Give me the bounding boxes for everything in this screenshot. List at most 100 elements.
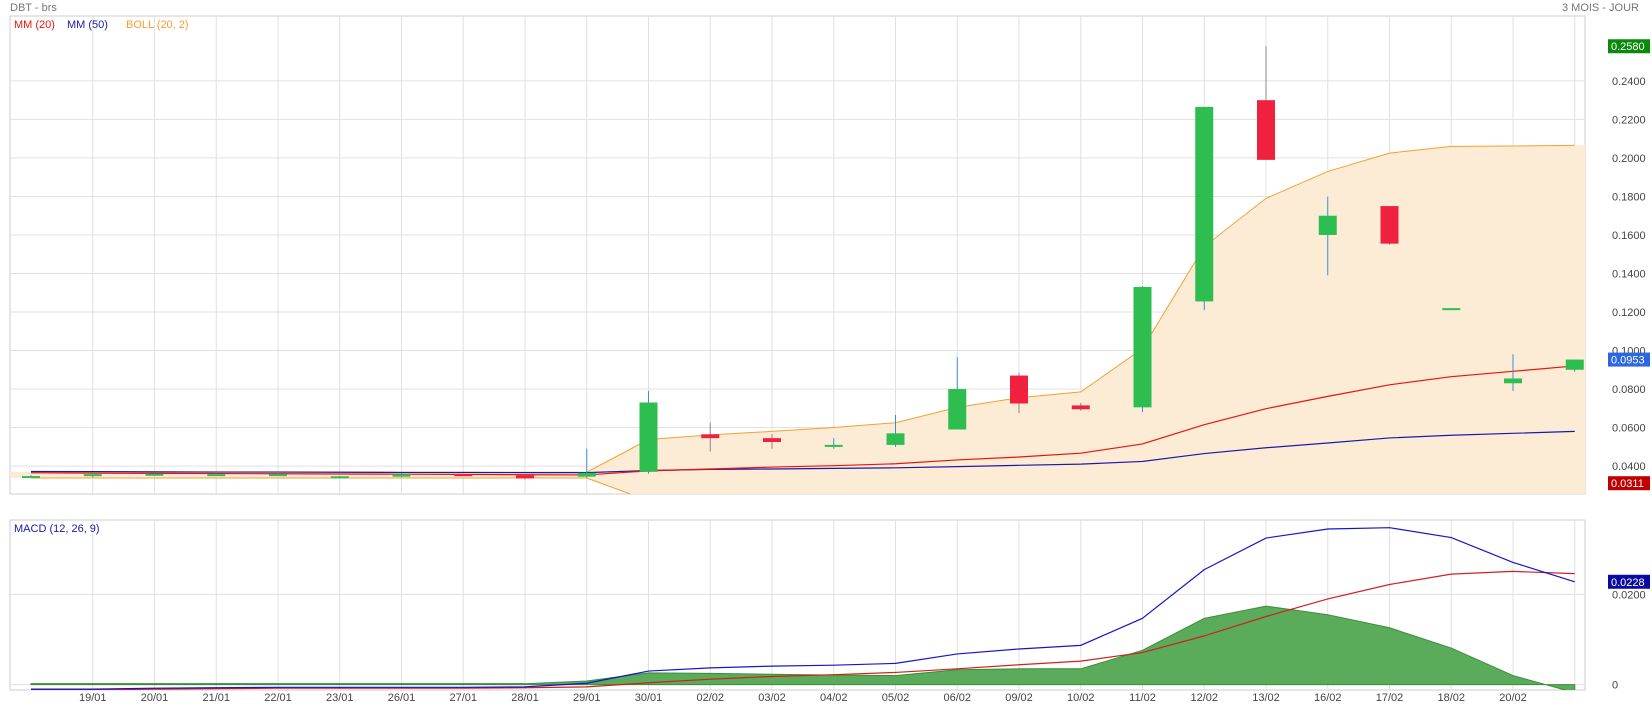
macd-series: [30, 527, 1576, 690]
x-tick-label: 13/02: [1252, 692, 1280, 704]
high-price-badge-text: 0.2580: [1611, 41, 1645, 53]
candle: [886, 415, 905, 447]
candle-body: [1380, 206, 1399, 244]
high-price-badge-box: [1608, 39, 1650, 54]
candle: [948, 357, 967, 430]
low-price-badge-text: 0.0311: [1611, 478, 1644, 490]
candle: [207, 473, 226, 477]
candle: [824, 438, 843, 449]
price-series: [10, 46, 1585, 494]
last-price-badge-box: [1608, 352, 1650, 367]
price-y-tick-label: 0.1600: [1612, 230, 1646, 242]
macd-signal-line: [31, 570, 1575, 690]
x-tick-label: 27/01: [449, 692, 477, 704]
candle: [145, 473, 164, 477]
candle: [1504, 354, 1522, 391]
mm20-line: [30, 365, 1575, 476]
period-selector[interactable]: 3 MOIS - JOUR: [1561, 2, 1639, 14]
macd-line: [31, 527, 1575, 690]
candle-body: [1010, 375, 1028, 404]
candle: [763, 434, 781, 449]
x-tick-label: 20/02: [1499, 692, 1527, 704]
macd-y-tick-label: 0: [1612, 680, 1618, 692]
candle-body: [1195, 106, 1214, 302]
x-tick-label: 03/02: [758, 692, 786, 704]
x-tick-label: 16/02: [1314, 692, 1342, 704]
price-y-tick-label: 0.2400: [1612, 76, 1646, 88]
price-y-tick-label: 0.0800: [1612, 384, 1646, 396]
candle: [1318, 196, 1337, 276]
candle: [639, 390, 658, 474]
candle-body: [886, 433, 905, 445]
x-tick-label: 09/02: [1005, 692, 1033, 704]
candle-body: [1133, 286, 1152, 408]
candle-body: [763, 438, 781, 443]
x-tick-label: 06/02: [943, 692, 971, 704]
candle: [454, 473, 473, 477]
price-panel: 0.04000.06000.08000.10000.12000.14000.16…: [9, 15, 1646, 495]
candle: [1565, 359, 1584, 372]
mm50-line: [30, 430, 1575, 474]
macd-value-badge-text: 0.0228: [1611, 577, 1645, 589]
candle: [1257, 46, 1275, 160]
candle: [701, 422, 720, 452]
x-tick-label: 29/01: [573, 692, 601, 704]
bollinger-lower-line: [31, 477, 632, 494]
candle-body: [83, 474, 102, 477]
candle-body: [1442, 308, 1461, 311]
high-price-badge: 0.2580: [1608, 39, 1650, 54]
last-price-badge: 0.0953: [1608, 352, 1650, 367]
x-tick-label: 26/01: [388, 692, 416, 704]
candle-body: [577, 472, 596, 477]
candle: [1010, 372, 1028, 414]
last-price-badge-text: 0.0953: [1611, 355, 1645, 367]
x-tick-label: 12/02: [1190, 692, 1218, 704]
candle-body: [454, 474, 473, 477]
candle-body: [701, 434, 720, 439]
price-y-tick-label: 0.2200: [1612, 114, 1646, 126]
legend-item: MM (20): [14, 19, 55, 31]
candle: [269, 473, 287, 477]
macd-title: MACD (12, 26, 9): [14, 523, 100, 535]
bollinger-band-fill: [10, 145, 1585, 494]
x-tick-label: 20/01: [141, 692, 169, 704]
candle-body: [948, 389, 967, 430]
candle-body: [516, 475, 534, 479]
low-price-badge-box: [1608, 476, 1650, 491]
candle-body: [207, 474, 226, 477]
macd-panel: 0 0.0200 MACD (12, 26, 9): [9, 519, 1646, 692]
x-tick-label: 04/02: [820, 692, 848, 704]
instrument-title: DBT - brs: [10, 2, 57, 14]
candle-body: [269, 474, 287, 477]
price-y-tick-label: 0.1400: [1612, 268, 1646, 280]
candle-body: [1257, 100, 1275, 160]
macd-y-tick-label: 0.0200: [1612, 589, 1646, 601]
x-tick-label: 22/01: [264, 692, 292, 704]
candle-body: [1318, 215, 1337, 235]
x-tick-label: 02/02: [696, 692, 724, 704]
candle-body: [639, 402, 658, 472]
x-tick-label: 18/02: [1437, 692, 1465, 704]
candle-body: [392, 474, 411, 477]
candle: [516, 474, 534, 480]
price-y-tick-label: 0.1200: [1612, 307, 1646, 319]
legend-item: BOLL (20, 2): [126, 19, 189, 31]
candle: [1195, 106, 1214, 311]
candle: [577, 448, 596, 478]
candle: [1380, 206, 1399, 245]
price-y-tick-label: 0.2000: [1612, 153, 1646, 165]
candle: [1133, 286, 1152, 413]
x-tick-label: 21/01: [202, 692, 230, 704]
candle-body: [22, 476, 40, 479]
x-tick-label: 23/01: [326, 692, 354, 704]
x-tick-label: 05/02: [882, 692, 910, 704]
price-y-tick-label: 0.0600: [1612, 423, 1646, 435]
price-y-tick-label: 0.1800: [1612, 191, 1646, 203]
candle: [330, 475, 349, 479]
legend-item: MM (50): [67, 19, 108, 31]
x-tick-label: 28/01: [511, 692, 539, 704]
x-tick-label: 11/02: [1129, 692, 1156, 704]
candle-body: [1565, 359, 1584, 370]
macd-value-badge-box: [1608, 574, 1650, 589]
